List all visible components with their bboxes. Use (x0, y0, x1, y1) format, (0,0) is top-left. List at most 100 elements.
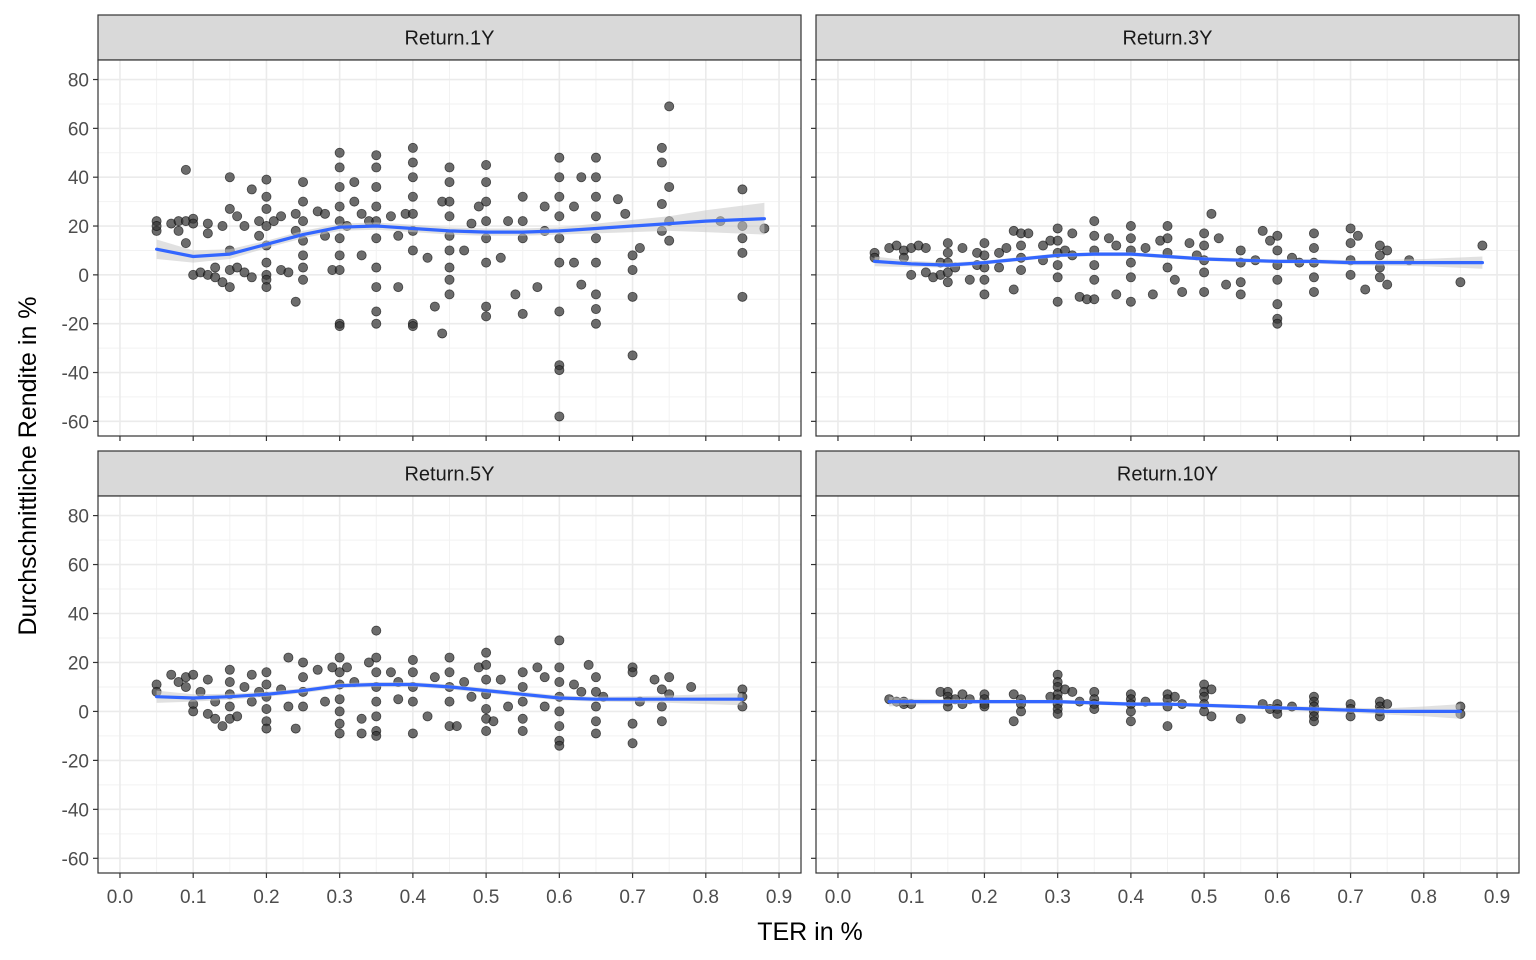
x-tick-label: 0.5 (473, 887, 499, 908)
data-point (517, 191, 528, 202)
data-point (576, 172, 587, 183)
data-point (371, 262, 382, 273)
y-tick-label: 80 (68, 507, 89, 528)
y-tick-label: -40 (62, 364, 89, 385)
panel-border (815, 59, 1520, 437)
data-point (1265, 235, 1276, 246)
data-point (517, 216, 528, 227)
x-tick-label: 0.3 (326, 887, 352, 908)
data-point (481, 257, 492, 268)
data-point (656, 142, 667, 153)
data-point (627, 291, 638, 302)
data-point (1235, 245, 1246, 256)
data-point (444, 196, 455, 207)
data-point (554, 721, 565, 732)
data-point (1345, 269, 1356, 280)
data-point (1345, 711, 1356, 722)
data-point (620, 208, 631, 219)
data-point (180, 681, 191, 692)
data-point (239, 221, 250, 232)
data-point (737, 291, 748, 302)
data-point (539, 701, 550, 712)
data-point (466, 691, 477, 702)
data-point (517, 713, 528, 724)
data-point (1089, 703, 1100, 714)
data-point (554, 191, 565, 202)
data-point (429, 301, 440, 312)
data-point (664, 672, 675, 683)
y-tick-label: 0 (78, 702, 89, 723)
data-point (481, 159, 492, 170)
data-point (180, 238, 191, 249)
smooth-trend-line (873, 252, 1484, 267)
data-point (920, 242, 931, 253)
data-point (444, 667, 455, 678)
data-point (532, 282, 543, 293)
data-point (151, 221, 162, 232)
data-point (942, 267, 953, 278)
x-tick-label: 0.0 (107, 887, 133, 908)
data-point (371, 233, 382, 244)
data-point (1016, 706, 1027, 717)
data-point (568, 257, 579, 268)
data-point (627, 250, 638, 261)
data-point (459, 677, 470, 688)
data-point (444, 652, 455, 663)
data-point (1125, 233, 1136, 244)
facet-strip-label: Return.3Y (1122, 28, 1212, 50)
y-tick-label: 60 (68, 119, 89, 140)
data-point (664, 181, 675, 192)
data-point (371, 181, 382, 192)
data-point (261, 282, 272, 293)
data-point (517, 726, 528, 737)
x-tick-label: 0.2 (253, 887, 279, 908)
data-point (627, 738, 638, 749)
data-point (444, 289, 455, 300)
data-point (590, 233, 601, 244)
data-point (334, 706, 345, 717)
x-tick-label: 0.7 (619, 887, 645, 908)
facet-strip (97, 14, 802, 61)
data-point (1272, 230, 1283, 241)
data-point (656, 199, 667, 210)
data-point (481, 216, 492, 227)
y-tick-label: 80 (68, 71, 89, 92)
data-point (444, 696, 455, 707)
y-tick-label: 40 (68, 605, 89, 626)
data-point (649, 674, 660, 685)
y-tick-label: 20 (68, 653, 89, 674)
data-point (276, 211, 287, 222)
data-point (1125, 706, 1136, 717)
data-point (334, 201, 345, 212)
data-point (290, 296, 301, 307)
data-point (298, 701, 309, 712)
data-points (869, 208, 1488, 329)
data-point (1235, 289, 1246, 300)
data-point (1089, 260, 1100, 271)
data-point (517, 681, 528, 692)
data-point (1235, 713, 1246, 724)
data-point (312, 664, 323, 675)
data-point (481, 311, 492, 322)
data-point (554, 233, 565, 244)
data-point (334, 147, 345, 158)
data-point (444, 162, 455, 173)
data-point (254, 230, 265, 241)
x-tick-label: 0.1 (898, 887, 924, 908)
data-point (1272, 318, 1283, 329)
data-point (1272, 274, 1283, 285)
data-point (407, 728, 418, 739)
data-point (1008, 689, 1019, 700)
data-point (290, 723, 301, 734)
data-point (334, 162, 345, 173)
data-point (517, 696, 528, 707)
data-point (261, 679, 272, 690)
data-point (1038, 240, 1049, 251)
data-point (1067, 228, 1078, 239)
data-point (539, 201, 550, 212)
data-point (188, 669, 199, 680)
x-tick-label: 0.6 (1264, 887, 1290, 908)
data-point (224, 203, 235, 214)
data-point (407, 142, 418, 153)
data-point (576, 279, 587, 290)
